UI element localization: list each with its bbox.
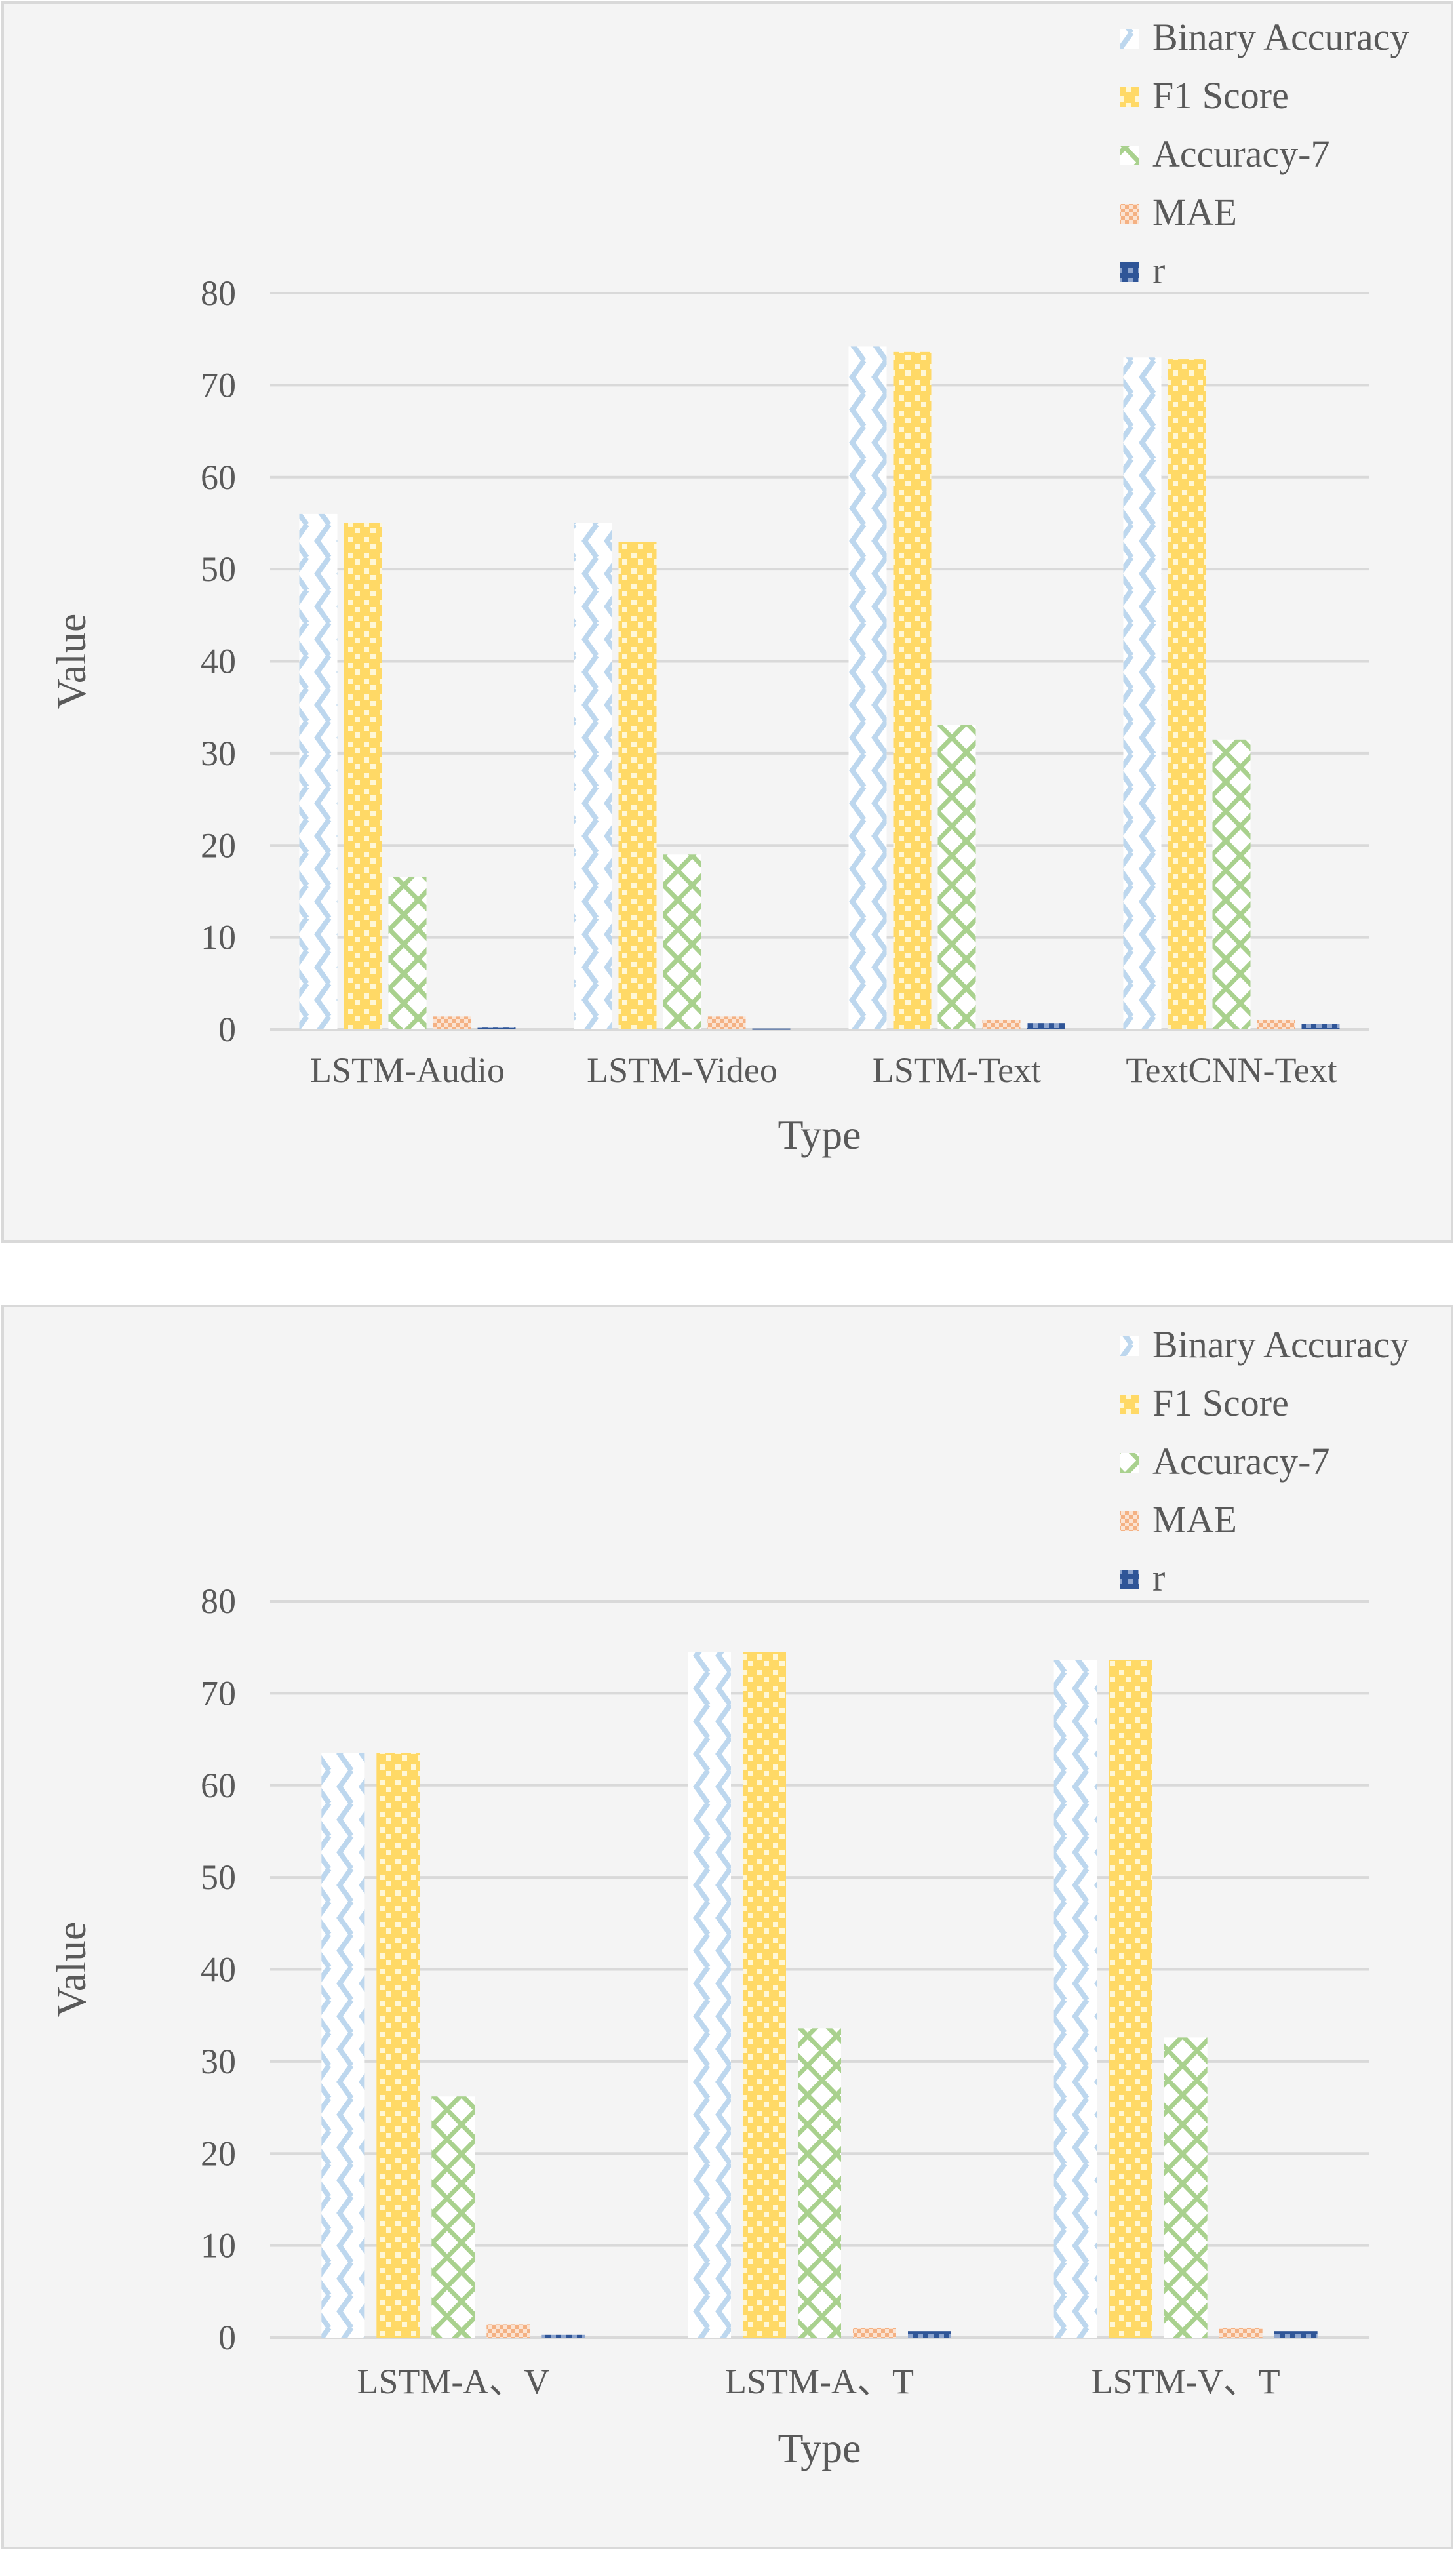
bar-f1-score: [743, 1652, 786, 2338]
bar-f1-score: [618, 542, 657, 1029]
legend-label: F1 Score: [1152, 74, 1289, 117]
y-tick-label: 30: [201, 734, 236, 773]
legend-label: MAE: [1152, 191, 1237, 233]
legend-label: Binary Accuracy: [1152, 16, 1409, 58]
y-tick-label: 50: [201, 549, 236, 589]
y-axis-title: Value: [48, 614, 94, 709]
legend-swatch-r: [1120, 1570, 1139, 1589]
bar-accuracy-7: [1212, 739, 1251, 1029]
legend-label: Accuracy-7: [1152, 132, 1330, 175]
y-tick-label: 80: [201, 273, 236, 313]
bar-f1-score: [1109, 1660, 1152, 2338]
legend-swatch-f1-score: [1120, 1395, 1139, 1414]
x-tick-label: LSTM-Audio: [310, 1050, 505, 1090]
y-tick-label: 20: [201, 2134, 236, 2173]
bar-binary-accuracy: [848, 346, 887, 1029]
x-tick-label: LSTM-Video: [587, 1050, 777, 1090]
bar-accuracy-7: [937, 725, 976, 1029]
y-tick-label: 70: [201, 365, 236, 405]
legend-swatch-binary-accuracy: [1120, 1336, 1139, 1356]
x-tick-label: TextCNN-Text: [1126, 1050, 1337, 1090]
bar-r: [752, 1028, 791, 1030]
legend-swatch-accuracy-7: [1120, 1453, 1139, 1473]
bar-r: [1274, 2331, 1318, 2338]
bar-mae: [1257, 1020, 1295, 1029]
legend-swatch-mae: [1120, 204, 1139, 224]
y-tick-label: 40: [201, 642, 236, 681]
bar-mae: [982, 1020, 1021, 1029]
legend-label: Accuracy-7: [1152, 1440, 1330, 1483]
bar-binary-accuracy: [299, 513, 338, 1029]
y-tick-label: 0: [218, 2318, 236, 2357]
bar-binary-accuracy: [574, 523, 612, 1029]
y-tick-label: 60: [201, 458, 236, 497]
x-tick-label: LSTM-A、T: [725, 2362, 914, 2401]
chart-dual-modality: 0 10 20 30 40 50 60 70 80 LSTM-A、V LSTM-A、T LSTM-V、…: [48, 1323, 1409, 2471]
y-tick-label: 40: [201, 1950, 236, 1989]
y-tick-label: 60: [201, 1766, 236, 1805]
legend-swatch-mae: [1120, 1511, 1139, 1531]
bar-accuracy-7: [798, 2028, 841, 2338]
bar-mae: [486, 2324, 530, 2338]
x-tick-label: LSTM-Text: [873, 1050, 1041, 1090]
bar-f1-score: [376, 1753, 420, 2338]
bar-r: [541, 2334, 585, 2338]
y-tick-label: 0: [218, 1010, 236, 1049]
legend-label: Binary Accuracy: [1152, 1323, 1409, 1366]
legend-label: r: [1152, 1557, 1165, 1599]
bar-f1-score: [893, 351, 932, 1029]
y-tick-label: 20: [201, 826, 236, 865]
bar-binary-accuracy: [688, 1652, 731, 2338]
x-tick-label: LSTM-A、V: [357, 2362, 549, 2401]
bar-accuracy-7: [431, 2096, 475, 2338]
bar-binary-accuracy: [1123, 357, 1162, 1030]
bar-accuracy-7: [1164, 2037, 1208, 2338]
y-tick-label: 10: [201, 2226, 236, 2265]
bar-mae: [853, 2328, 896, 2338]
bar-mae: [433, 1016, 471, 1029]
legend-swatch-accuracy-7: [1120, 146, 1139, 165]
bar-f1-score: [1168, 359, 1206, 1029]
x-axis-title: Type: [777, 2425, 861, 2471]
x-axis-title: Type: [777, 1111, 861, 1158]
legend-swatch-f1-score: [1120, 87, 1139, 107]
chart-single-modality: 0 10 20 30 40 50 60 70 80 LSTM-Audio LSTM-Video LST…: [48, 16, 1409, 1158]
chart-panel-single-modality: [1, 1, 1453, 1243]
y-tick-label: 10: [201, 918, 236, 957]
bar-binary-accuracy: [321, 1753, 365, 2338]
bar-mae: [1219, 2328, 1263, 2338]
bar-binary-accuracy: [1053, 1660, 1097, 2338]
bar-accuracy-7: [388, 876, 427, 1029]
legend-label: r: [1152, 249, 1165, 292]
legend-swatch-binary-accuracy: [1120, 29, 1139, 49]
legend-label: MAE: [1152, 1498, 1237, 1541]
y-axis-title: Value: [48, 1922, 94, 2018]
y-tick-label: 30: [201, 2042, 236, 2081]
bar-f1-score: [344, 523, 382, 1029]
y-tick-label: 70: [201, 1673, 236, 1713]
bar-r: [1027, 1023, 1065, 1029]
legend-swatch-r: [1120, 262, 1139, 282]
y-tick-label: 80: [201, 1582, 236, 1621]
bar-r: [908, 2331, 951, 2338]
bar-r: [477, 1027, 516, 1029]
bar-mae: [707, 1016, 746, 1029]
bar-r: [1301, 1024, 1340, 1029]
legend-label: F1 Score: [1152, 1382, 1289, 1424]
bar-accuracy-7: [663, 854, 701, 1029]
x-tick-label: LSTM-V、T: [1092, 2362, 1280, 2401]
y-tick-label: 50: [201, 1858, 236, 1897]
